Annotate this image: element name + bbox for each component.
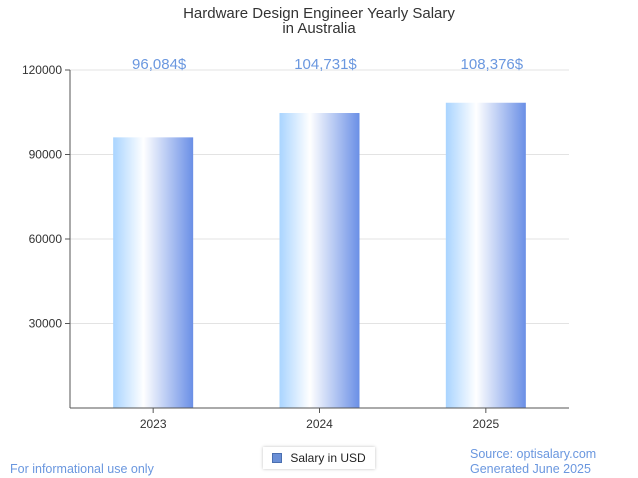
- data-labels: 96,084$ 104,731$ 108,376$: [132, 56, 524, 73]
- y-tick-label: 30000: [29, 317, 63, 331]
- bar: [113, 137, 194, 408]
- y-tick-label: 120000: [22, 63, 62, 77]
- bar: [279, 113, 360, 408]
- x-tick-label: 2025: [472, 417, 499, 431]
- chart-title-line-2: in Australia: [282, 20, 356, 37]
- y-tick-label: 90000: [29, 148, 63, 162]
- disclaimer-text: For informational use only: [10, 462, 154, 476]
- y-tick-label: 60000: [29, 232, 63, 246]
- bar: [445, 102, 526, 408]
- generated-date: Generated June 2025: [470, 462, 591, 476]
- data-label: 96,084$: [132, 56, 187, 73]
- data-label: 104,731$: [294, 56, 357, 73]
- chart-title-line-1: Hardware Design Engineer Yearly Salary: [183, 5, 455, 22]
- legend-swatch-icon: [272, 453, 283, 463]
- x-tick-label: 2023: [140, 417, 167, 431]
- legend-label: Salary in USD: [290, 451, 366, 465]
- source-block: Source: optisalary.com Generated June 20…: [470, 447, 596, 477]
- source-link[interactable]: Source: optisalary.com: [470, 447, 597, 461]
- legend[interactable]: Salary in USD: [263, 447, 375, 469]
- x-tick-label: 2024: [306, 417, 333, 431]
- data-label: 108,376$: [461, 56, 524, 73]
- bars: [113, 102, 526, 408]
- axis-ticks: 30000 60000 90000 120000 2023 2024 2025: [22, 63, 500, 431]
